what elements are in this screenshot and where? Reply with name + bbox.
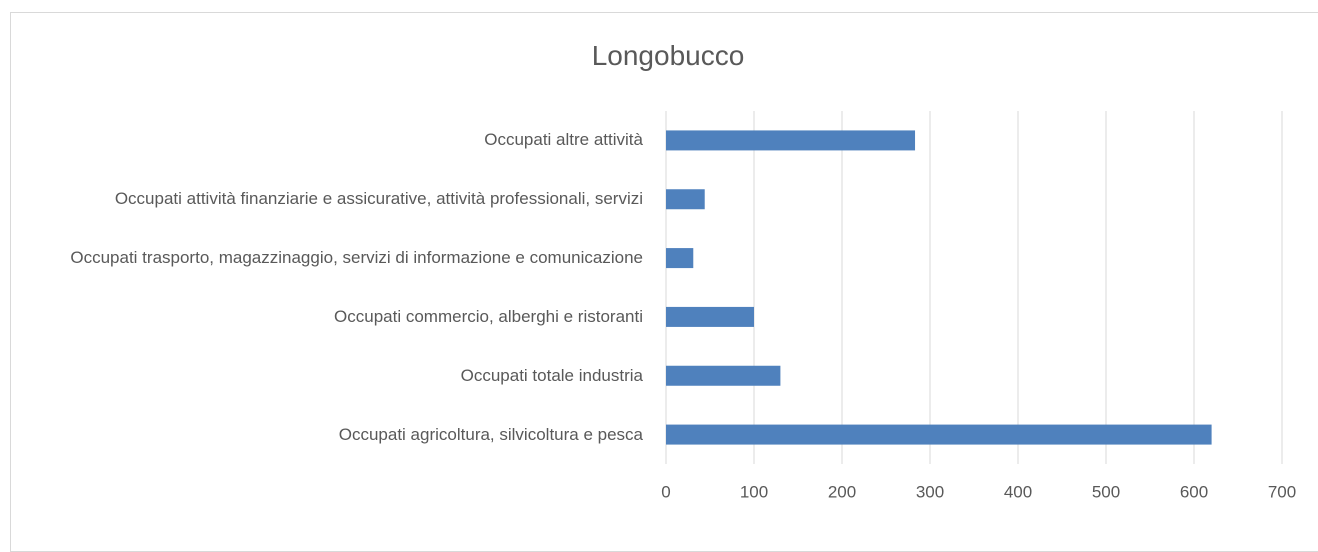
y-tick-label: Occupati totale industria	[460, 365, 643, 385]
x-tick-label: 300	[916, 482, 944, 501]
x-tick-label: 100	[740, 482, 768, 501]
y-tick-label: Occupati altre attività	[484, 130, 643, 150]
y-tick-label: Occupati commercio, alberghi e ristorant…	[334, 306, 643, 326]
bar	[666, 248, 694, 269]
x-tick-label: 500	[1092, 482, 1120, 501]
x-tick-label: 0	[661, 482, 670, 501]
x-tick-label: 400	[1004, 482, 1032, 501]
y-tick-label: Occupati attività finanziarie e assicura…	[114, 189, 643, 209]
y-tick-label: Occupati trasporto, magazzinaggio, servi…	[70, 248, 643, 268]
chart-title: Longobucco	[591, 40, 745, 71]
x-tick-label: 700	[1268, 482, 1296, 501]
bar	[666, 306, 754, 327]
bar	[666, 189, 705, 210]
bar	[666, 130, 916, 151]
bar	[666, 424, 1212, 445]
bar	[666, 365, 781, 386]
x-tick-label: 600	[1180, 482, 1208, 501]
x-tick-label: 200	[828, 482, 856, 501]
chart: 0 100 200 300 400 500 600 700	[661, 111, 1296, 501]
y-tick-label: Occupati agricoltura, silvicoltura e pes…	[338, 424, 643, 444]
